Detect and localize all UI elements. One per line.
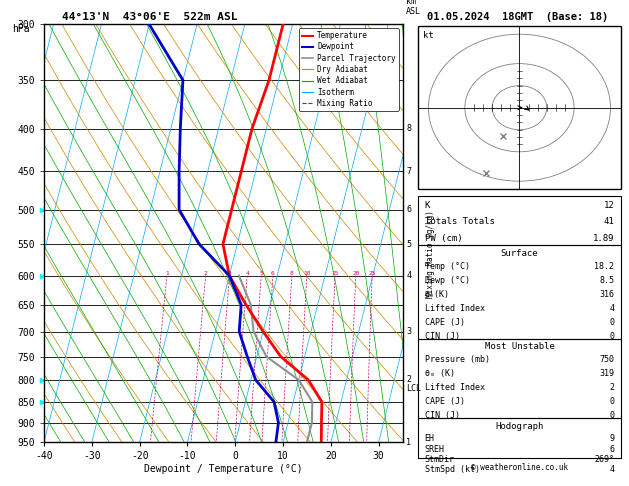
Text: 0: 0 bbox=[610, 318, 615, 327]
X-axis label: Dewpoint / Temperature (°C): Dewpoint / Temperature (°C) bbox=[144, 464, 303, 474]
Text: 01.05.2024  18GMT  (Base: 18): 01.05.2024 18GMT (Base: 18) bbox=[426, 12, 608, 22]
Text: StmSpd (kt): StmSpd (kt) bbox=[425, 465, 480, 474]
Text: 5: 5 bbox=[406, 240, 411, 248]
Text: © weatheronline.co.uk: © weatheronline.co.uk bbox=[471, 463, 568, 471]
Text: 2: 2 bbox=[406, 376, 411, 384]
Text: Dewp (°C): Dewp (°C) bbox=[425, 276, 470, 285]
Text: 44°13'N  43°06'E  522m ASL: 44°13'N 43°06'E 522m ASL bbox=[62, 12, 238, 22]
Text: km
ASL: km ASL bbox=[406, 0, 421, 16]
Text: 41: 41 bbox=[604, 217, 615, 226]
Text: 8: 8 bbox=[290, 271, 294, 276]
Legend: Temperature, Dewpoint, Parcel Trajectory, Dry Adiabat, Wet Adiabat, Isotherm, Mi: Temperature, Dewpoint, Parcel Trajectory… bbox=[299, 28, 399, 111]
Bar bbox=[418, 339, 621, 418]
Text: 0: 0 bbox=[610, 331, 615, 341]
Text: Totals Totals: Totals Totals bbox=[425, 217, 494, 226]
Text: K: K bbox=[425, 201, 430, 210]
Text: 10: 10 bbox=[303, 271, 311, 276]
Text: Surface: Surface bbox=[501, 249, 538, 258]
Text: LCL: LCL bbox=[406, 384, 421, 393]
Text: Hodograph: Hodograph bbox=[495, 422, 543, 431]
Text: 0: 0 bbox=[610, 397, 615, 406]
Text: Mixing Ratio (g/kg): Mixing Ratio (g/kg) bbox=[426, 210, 435, 298]
Text: 18.2: 18.2 bbox=[594, 261, 615, 271]
Text: CAPE (J): CAPE (J) bbox=[425, 318, 465, 327]
Text: 1.89: 1.89 bbox=[593, 234, 615, 243]
Text: EH: EH bbox=[425, 434, 435, 443]
Text: 4: 4 bbox=[245, 271, 249, 276]
Text: 6: 6 bbox=[610, 445, 615, 453]
Text: 5: 5 bbox=[259, 271, 263, 276]
Text: 0: 0 bbox=[610, 411, 615, 420]
Text: CAPE (J): CAPE (J) bbox=[425, 397, 465, 406]
Text: SREH: SREH bbox=[425, 445, 445, 453]
Bar bbox=[418, 418, 621, 458]
Bar bbox=[418, 245, 621, 339]
Text: Pressure (mb): Pressure (mb) bbox=[425, 355, 489, 364]
Text: 750: 750 bbox=[599, 355, 615, 364]
Text: 1: 1 bbox=[165, 271, 169, 276]
Text: 4: 4 bbox=[610, 304, 615, 312]
Text: 319: 319 bbox=[599, 369, 615, 378]
Text: StmDir: StmDir bbox=[425, 455, 455, 464]
Text: 6: 6 bbox=[406, 205, 411, 214]
Text: 316: 316 bbox=[599, 290, 615, 299]
Text: 12: 12 bbox=[604, 201, 615, 210]
Text: 1: 1 bbox=[406, 438, 411, 447]
Text: 15: 15 bbox=[331, 271, 339, 276]
Text: 25: 25 bbox=[369, 271, 376, 276]
Text: 6: 6 bbox=[271, 271, 275, 276]
Text: θₑ (K): θₑ (K) bbox=[425, 369, 455, 378]
Text: PW (cm): PW (cm) bbox=[425, 234, 462, 243]
Text: 4: 4 bbox=[406, 271, 411, 280]
Text: 3: 3 bbox=[228, 271, 231, 276]
Text: Temp (°C): Temp (°C) bbox=[425, 261, 470, 271]
Bar bbox=[418, 26, 621, 190]
Text: hPa: hPa bbox=[12, 24, 30, 35]
Text: Lifted Index: Lifted Index bbox=[425, 383, 484, 392]
Bar bbox=[418, 196, 621, 245]
Text: Lifted Index: Lifted Index bbox=[425, 304, 484, 312]
Text: 8: 8 bbox=[406, 124, 411, 133]
Text: θₑ(K): θₑ(K) bbox=[425, 290, 450, 299]
Text: kt: kt bbox=[423, 31, 433, 40]
Text: 4: 4 bbox=[610, 465, 615, 474]
Text: 2: 2 bbox=[610, 383, 615, 392]
Text: 7: 7 bbox=[406, 167, 411, 176]
Text: CIN (J): CIN (J) bbox=[425, 331, 460, 341]
Text: 8.5: 8.5 bbox=[599, 276, 615, 285]
Text: 9: 9 bbox=[610, 434, 615, 443]
Text: 20: 20 bbox=[352, 271, 360, 276]
Text: 269°: 269° bbox=[594, 455, 615, 464]
Text: CIN (J): CIN (J) bbox=[425, 411, 460, 420]
Text: 3: 3 bbox=[406, 327, 411, 336]
Text: 2: 2 bbox=[204, 271, 208, 276]
Text: Most Unstable: Most Unstable bbox=[484, 342, 554, 351]
